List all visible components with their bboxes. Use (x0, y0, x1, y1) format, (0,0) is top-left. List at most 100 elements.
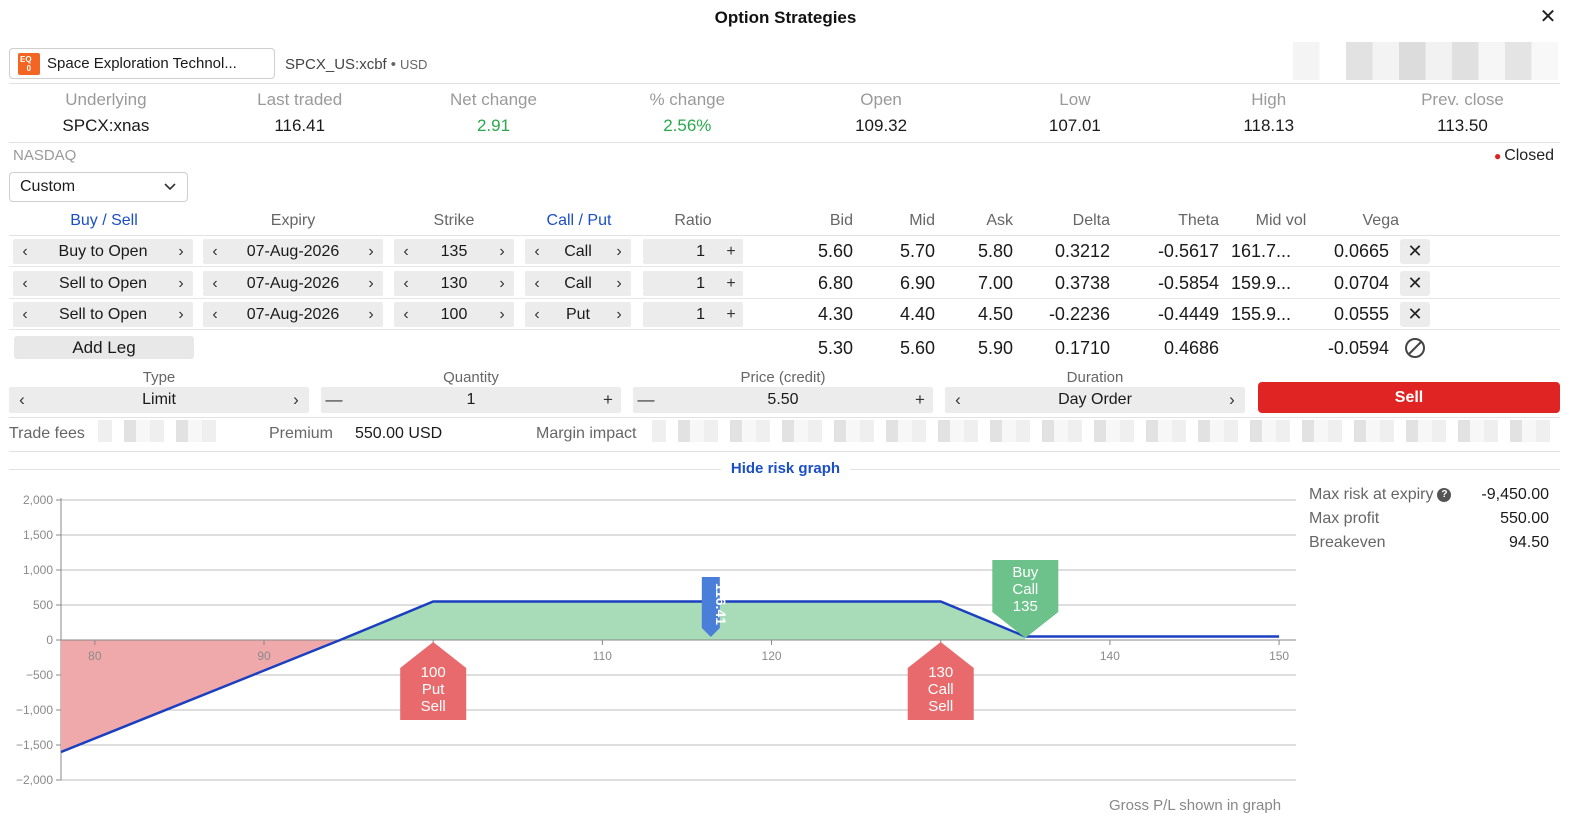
clear-all-icon[interactable] (1405, 338, 1425, 358)
leg-bid: 4.30 (817, 304, 853, 324)
quote-column: Last traded 116.41 (203, 90, 397, 136)
quantity-value[interactable]: 1 (466, 391, 476, 408)
chevron-left-icon[interactable]: ‹ (403, 305, 409, 323)
chevron-right-icon[interactable]: › (368, 274, 374, 292)
equity-icon: EQ 0 (18, 52, 40, 75)
chevron-left-icon[interactable]: ‹ (22, 274, 28, 292)
chevron-left-icon[interactable]: ‹ (212, 274, 218, 292)
sell-button[interactable]: Sell (1258, 382, 1560, 413)
strike-marker-label: Buy (1012, 564, 1038, 581)
quote-value: 113.50 (1437, 116, 1488, 135)
minus-icon[interactable]: — (637, 390, 655, 409)
ratio-value[interactable]: 1 (696, 274, 705, 292)
quote-column: Open 109.32 (784, 90, 978, 136)
help-icon[interactable]: ? (1437, 487, 1452, 502)
y-tick-label: 0 (46, 633, 53, 647)
strategy-select[interactable]: Custom (9, 172, 188, 202)
hide-risk-graph-toggle[interactable]: Hide risk graph (0, 460, 1571, 477)
strike-marker-buy (992, 560, 1059, 638)
chevron-right-icon[interactable]: › (293, 390, 299, 409)
header-buy-sell[interactable]: Buy / Sell (70, 212, 138, 229)
ratio-stepper[interactable]: 1 + (643, 239, 743, 264)
chevron-right-icon[interactable]: › (499, 242, 505, 260)
quantity-stepper[interactable]: — 1 + (321, 387, 621, 413)
plus-icon[interactable]: + (726, 305, 736, 323)
expiry-stepper[interactable]: ‹ 07-Aug-2026 › (203, 302, 383, 327)
leg-vega: 0.0665 (1333, 241, 1389, 261)
trade-fees-label: Trade fees (9, 425, 85, 442)
leg-row: ‹ Buy to Open › ‹ 07-Aug-2026 › ‹ 135 › ‹ Call › 1 +5… (9, 236, 1560, 267)
price-stepper[interactable]: — 5.50 + (633, 387, 933, 413)
call-put-stepper[interactable]: ‹ Call › (525, 239, 631, 264)
ratio-stepper[interactable]: 1 + (643, 302, 743, 327)
chevron-right-icon[interactable]: › (1229, 390, 1235, 409)
strike-marker-label: Call (928, 681, 954, 698)
chevron-left-icon[interactable]: ‹ (955, 390, 961, 409)
chevron-right-icon[interactable]: › (616, 305, 622, 323)
chevron-left-icon[interactable]: ‹ (19, 390, 25, 409)
expiry-stepper[interactable]: ‹ 07-Aug-2026 › (203, 239, 383, 264)
chevron-right-icon[interactable]: › (616, 274, 622, 292)
chevron-left-icon[interactable]: ‹ (22, 305, 28, 323)
chevron-right-icon[interactable]: › (178, 274, 184, 292)
chevron-right-icon[interactable]: › (616, 242, 622, 260)
minus-icon[interactable]: — (325, 390, 343, 409)
y-tick-label: 2,000 (23, 493, 53, 507)
ratio-value[interactable]: 1 (696, 242, 705, 260)
remove-leg-close-icon[interactable]: ✕ (1400, 302, 1430, 327)
plus-icon[interactable]: + (726, 274, 736, 292)
strike-marker-label: Put (422, 681, 445, 698)
chevron-left-icon[interactable]: ‹ (403, 242, 409, 260)
chevron-left-icon[interactable]: ‹ (534, 305, 540, 323)
plus-icon[interactable]: + (603, 390, 613, 409)
close-icon[interactable]: ✕ (1539, 6, 1557, 28)
x-tick-label: 110 (593, 649, 612, 663)
add-leg-button[interactable]: Add Leg (14, 336, 194, 359)
chevron-left-icon[interactable]: ‹ (534, 274, 540, 292)
chevron-left-icon[interactable]: ‹ (534, 242, 540, 260)
action-stepper[interactable]: ‹ Sell to Open › (13, 271, 193, 296)
leg-mid: 5.70 (899, 241, 935, 261)
chevron-right-icon[interactable]: › (499, 274, 505, 292)
chevron-left-icon[interactable]: ‹ (212, 305, 218, 323)
total-vega: -0.0594 (1327, 338, 1389, 358)
remove-leg-close-icon[interactable]: ✕ (1400, 239, 1430, 264)
strike-stepper[interactable]: ‹ 130 › (394, 271, 514, 296)
price-value[interactable]: 5.50 (767, 391, 799, 408)
chevron-left-icon[interactable]: ‹ (403, 274, 409, 292)
chevron-right-icon[interactable]: › (178, 242, 184, 260)
call-put-stepper[interactable]: ‹ Call › (525, 271, 631, 296)
chevron-right-icon[interactable]: › (368, 305, 374, 323)
call-put-stepper[interactable]: ‹ Put › (525, 302, 631, 327)
status-dot-icon: ● (1493, 149, 1502, 163)
divider (9, 417, 1560, 418)
chevron-left-icon[interactable]: ‹ (22, 242, 28, 260)
instrument-selector[interactable]: EQ 0 Space Exploration Technol... (9, 48, 275, 79)
header-call-put[interactable]: Call / Put (546, 212, 612, 229)
chevron-right-icon[interactable]: › (368, 242, 374, 260)
plus-icon[interactable]: + (726, 242, 736, 260)
ratio-stepper[interactable]: 1 + (643, 271, 743, 296)
strike-stepper[interactable]: ‹ 135 › (394, 239, 514, 264)
strike-marker-label: Call (1012, 581, 1038, 598)
chevron-right-icon[interactable]: › (499, 305, 505, 323)
leg-ask: 7.00 (977, 273, 1013, 293)
expiry-stepper[interactable]: ‹ 07-Aug-2026 › (203, 271, 383, 296)
ratio-value[interactable]: 1 (696, 305, 705, 323)
leg-bid: 5.60 (817, 241, 853, 261)
risk-stat-row: Breakeven 94.50 (1309, 531, 1549, 555)
chevron-left-icon[interactable]: ‹ (212, 242, 218, 260)
margin-impact-label: Margin impact (536, 425, 637, 442)
action-stepper[interactable]: ‹ Sell to Open › (13, 302, 193, 327)
strike-stepper[interactable]: ‹ 100 › (394, 302, 514, 327)
quote-column: Low 107.01 (978, 90, 1172, 136)
chevron-right-icon[interactable]: › (178, 305, 184, 323)
plus-icon[interactable]: + (915, 390, 925, 409)
header-strike: Strike (433, 212, 475, 229)
order-type-stepper[interactable]: ‹ Limit › (9, 387, 309, 413)
quote-value: SPCX:xnas (62, 116, 150, 135)
duration-stepper[interactable]: ‹ Day Order › (945, 387, 1245, 413)
action-stepper[interactable]: ‹ Buy to Open › (13, 239, 193, 264)
remove-leg-close-icon[interactable]: ✕ (1400, 271, 1430, 296)
hide-risk-graph-link[interactable]: Hide risk graph (720, 460, 851, 477)
